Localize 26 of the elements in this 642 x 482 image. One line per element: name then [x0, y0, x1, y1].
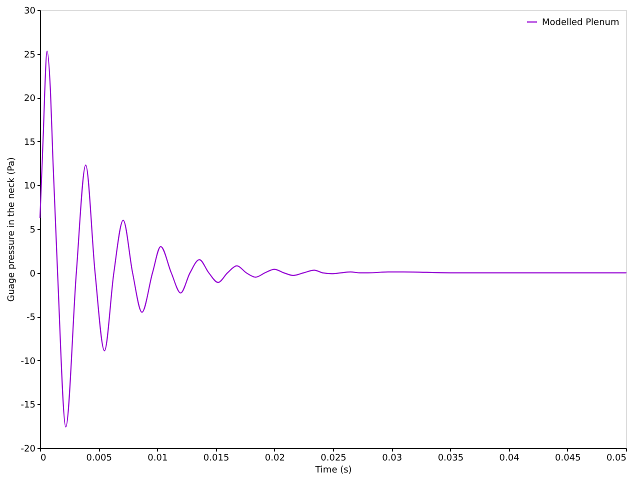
line-series [39, 50, 627, 428]
y-tick-label: 10 [24, 182, 36, 192]
y-tick-label: -10 [20, 356, 36, 367]
y-tick-label: -15 [20, 400, 36, 411]
y-tick-label: -5 [26, 313, 36, 324]
x-tick-label: 0.05 [606, 454, 626, 464]
y-tick-label: 25 [24, 50, 36, 60]
x-tick-label: 0.035 [438, 454, 464, 464]
x-tick-label: 0.005 [86, 454, 112, 464]
x-tick-label: 0.03 [382, 454, 402, 464]
y-axis-title: Guage pressure in the neck (Pa) [6, 157, 17, 302]
y-tick-label: 20 [24, 94, 36, 104]
x-tick-label: 0.01 [148, 454, 168, 464]
legend-label: Modelled Plenum [542, 18, 620, 28]
x-tick-label: 0.025 [320, 454, 346, 464]
x-tick-label: 0.045 [555, 454, 581, 464]
y-tick-label: 5 [30, 226, 36, 236]
y-tick-label: 0 [30, 269, 36, 280]
x-tick-label: 0.015 [203, 454, 230, 464]
y-tick-label: -20 [20, 444, 36, 454]
x-tick-label: 0 [40, 454, 46, 464]
y-tick-label: 30 [24, 6, 36, 16]
x-tick-label: 0.02 [264, 454, 285, 464]
y-tick-label: 15 [24, 138, 36, 148]
x-tick-label: 0.04 [499, 454, 520, 464]
x-axis-title: Time (s) [314, 466, 352, 476]
